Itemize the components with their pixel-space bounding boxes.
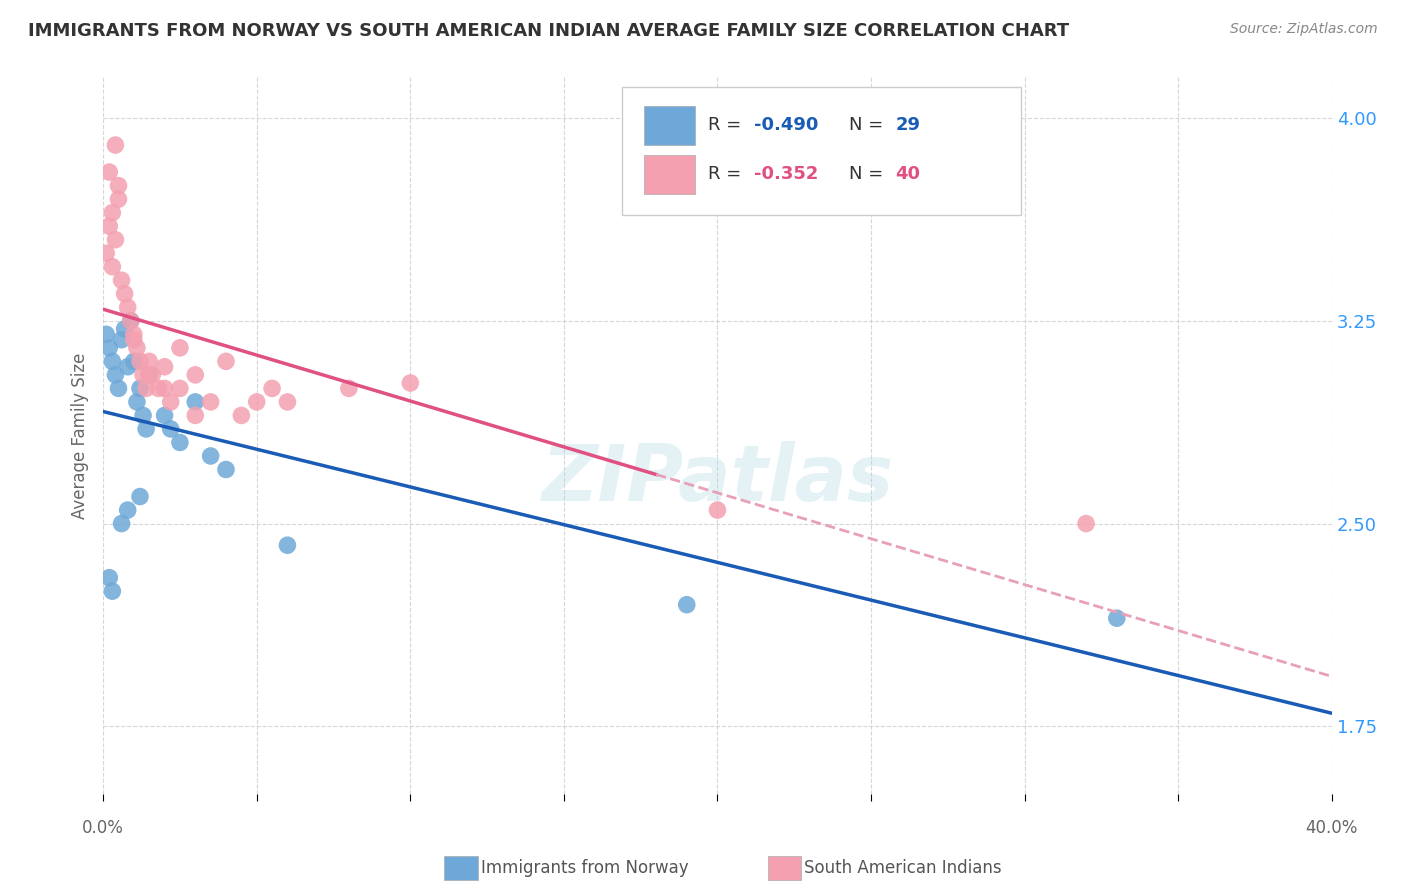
Point (122, 354, 145, 368)
Text: R =: R = (707, 117, 747, 135)
Point (117, 503, 139, 517)
Text: 40.0%: 40.0% (1306, 819, 1358, 837)
Point (96, 246, 118, 260)
Point (184, 368, 207, 382)
Point (122, 327, 145, 342)
Point (246, 395, 269, 409)
Point (1105, 611, 1128, 625)
Point (135, 422, 157, 436)
Point (125, 341, 148, 355)
Point (215, 462, 238, 476)
Text: -0.352: -0.352 (755, 165, 818, 183)
Point (110, 333, 132, 347)
Point (120, 314, 142, 328)
Point (153, 381, 176, 395)
Point (110, 273, 132, 287)
Text: 0.0%: 0.0% (82, 819, 124, 837)
Point (98, 219, 121, 234)
Point (117, 300, 139, 314)
Point (129, 381, 152, 395)
Point (184, 409, 207, 423)
Point (262, 381, 284, 395)
Text: IMMIGRANTS FROM NORWAY VS SOUTH AMERICAN INDIAN AVERAGE FAMILY SIZE CORRELATION : IMMIGRANTS FROM NORWAY VS SOUTH AMERICAN… (28, 22, 1069, 40)
Point (215, 354, 238, 368)
Point (169, 341, 191, 355)
Point (276, 395, 298, 409)
Point (120, 314, 142, 328)
Point (159, 422, 181, 436)
Point (706, 503, 728, 517)
Point (129, 354, 152, 368)
Point (98, 571, 121, 585)
Point (135, 381, 157, 395)
Point (104, 368, 127, 382)
Point (114, 286, 136, 301)
Point (122, 333, 145, 347)
Text: N =: N = (849, 165, 889, 183)
Text: ZIPatlas: ZIPatlas (541, 441, 894, 516)
Text: South American Indians: South American Indians (804, 859, 1002, 877)
Point (110, 516, 132, 531)
FancyBboxPatch shape (644, 155, 696, 194)
Text: N =: N = (849, 117, 889, 135)
Point (1074, 516, 1097, 531)
Point (675, 598, 697, 612)
Point (169, 435, 191, 450)
Point (98, 165, 121, 179)
Point (101, 584, 124, 599)
Point (159, 395, 181, 409)
Point (141, 368, 163, 382)
FancyBboxPatch shape (644, 106, 696, 145)
Point (200, 449, 222, 463)
Point (148, 381, 170, 395)
Text: 40: 40 (896, 165, 921, 183)
Y-axis label: Average Family Size: Average Family Size (72, 352, 89, 519)
Point (125, 395, 148, 409)
Point (138, 368, 160, 382)
Text: Immigrants from Norway: Immigrants from Norway (481, 859, 689, 877)
Point (107, 381, 129, 395)
Point (129, 490, 152, 504)
Point (101, 260, 124, 274)
Point (114, 322, 136, 336)
Text: R =: R = (707, 165, 747, 183)
Point (200, 395, 222, 409)
Point (337, 381, 360, 395)
FancyBboxPatch shape (621, 87, 1021, 215)
Point (107, 192, 129, 206)
Point (98, 341, 121, 355)
Point (184, 395, 207, 409)
Text: 29: 29 (896, 117, 921, 135)
Point (96, 327, 118, 342)
Point (138, 354, 160, 368)
Point (101, 205, 124, 219)
Point (132, 368, 155, 382)
Point (107, 178, 129, 193)
Point (169, 381, 191, 395)
Point (104, 138, 127, 153)
Point (104, 233, 127, 247)
Point (231, 409, 253, 423)
Point (138, 368, 160, 382)
Text: -0.490: -0.490 (755, 117, 818, 135)
Point (101, 354, 124, 368)
Text: Source: ZipAtlas.com: Source: ZipAtlas.com (1230, 22, 1378, 37)
Point (132, 409, 155, 423)
Point (153, 409, 176, 423)
Point (153, 359, 176, 374)
Point (276, 538, 298, 552)
Point (399, 376, 422, 390)
Point (117, 359, 139, 374)
